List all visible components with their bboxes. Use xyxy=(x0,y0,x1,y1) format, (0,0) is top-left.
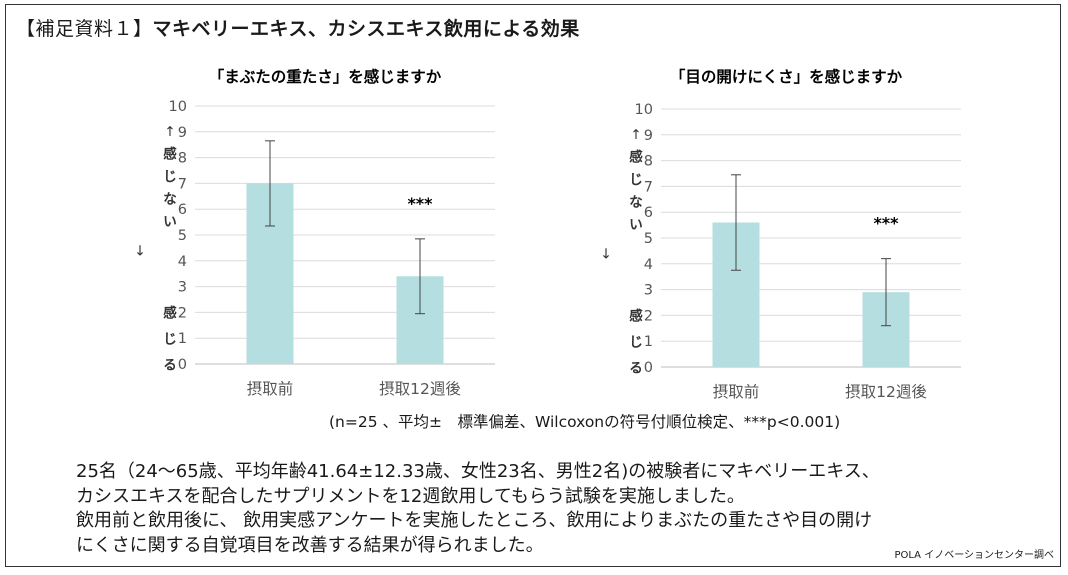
body-line: カシスエキスを配合したサプリメントを12週飲用してもらう試験を実施しました。 xyxy=(76,485,745,507)
y-tick-label: 10 xyxy=(169,99,187,115)
y-tick-label: 5 xyxy=(644,231,653,247)
footnote: (n=25 、平均± 標準偏差、Wilcoxonの符号付順位検定、***p<0.… xyxy=(329,413,841,431)
y-tick-label: 0 xyxy=(178,357,187,373)
body-line: 飲用前と飲用後に、 飲用実感アンケートを実施したところ、飲用によりまぶたの重たさ… xyxy=(76,510,873,531)
significance-marker: *** xyxy=(407,194,433,213)
y-axis-arrow: ↓ xyxy=(600,247,612,263)
y-tick-label: 10 xyxy=(635,102,653,118)
y-axis-label-char: 感 xyxy=(163,145,177,162)
y-tick-label: 2 xyxy=(644,308,653,324)
y-tick-label: 4 xyxy=(178,254,187,270)
y-tick-label: 6 xyxy=(644,205,653,221)
x-tick-label: 摂取12週後 xyxy=(379,380,461,398)
body-text: 25名（24～65歳、平均年齢41.64±12.33歳、女性23名、男性2名)の… xyxy=(76,460,880,558)
y-axis-label-char: い xyxy=(163,214,177,230)
y-axis-label-char: な xyxy=(163,191,177,207)
title-main: マキベリーエキス、カシスエキス飲用による効果 xyxy=(152,18,580,40)
y-axis-label-char: じ xyxy=(163,169,177,185)
slide-frame xyxy=(5,4,1061,567)
y-tick-label: 1 xyxy=(644,334,653,350)
y-axis-label-char: ↑ xyxy=(630,127,641,143)
y-tick-label: 8 xyxy=(644,154,653,170)
x-tick-label: 摂取12週後 xyxy=(845,383,927,401)
credit: POLA イノベーションセンター調べ xyxy=(894,550,1054,561)
y-axis-label-char: ↑ xyxy=(164,124,175,140)
x-tick-label: 摂取前 xyxy=(713,383,760,401)
y-axis-label-char: じ xyxy=(629,172,643,188)
chart-title: 「目の開けにくさ」を感じますか xyxy=(670,67,903,86)
title-bracket: 【補足資料１】 xyxy=(16,18,153,40)
x-tick-label: 摂取前 xyxy=(247,380,294,398)
y-axis-label-char: 感 xyxy=(163,305,177,322)
page-title: 【補足資料１】マキベリーエキス、カシスエキス飲用による効果 xyxy=(16,14,580,41)
y-tick-label: 7 xyxy=(644,179,653,195)
y-tick-label: 5 xyxy=(178,228,187,244)
y-tick-label: 7 xyxy=(178,176,187,192)
y-tick-label: 2 xyxy=(178,305,187,321)
y-axis-label-char: る xyxy=(163,358,177,374)
chart-eye-opening-difficulty: 「目の開けにくさ」を感じますか012345678910↑感じない↓感じる摂取前*… xyxy=(600,67,961,401)
y-axis-label-char: い xyxy=(629,217,643,233)
y-axis-label-char: 感 xyxy=(629,308,643,325)
y-axis-arrow: ↓ xyxy=(134,244,146,260)
y-tick-label: 4 xyxy=(644,257,653,273)
y-tick-label: 9 xyxy=(644,128,653,144)
y-tick-label: 9 xyxy=(178,125,187,141)
y-tick-label: 1 xyxy=(178,331,187,347)
y-axis-label-char: 感 xyxy=(629,148,643,165)
y-axis-label-char: じ xyxy=(163,332,177,348)
body-line: にくさに関する自覚項目を改善する結果が得られました。 xyxy=(76,534,544,556)
y-tick-label: 8 xyxy=(178,151,187,167)
chart-title: 「まぶたの重たさ」を感じますか xyxy=(209,67,442,86)
y-axis-label-char: じ xyxy=(629,335,643,351)
chart-eyelid-heaviness: 「まぶたの重たさ」を感じますか012345678910↑感じない↓感じる摂取前*… xyxy=(134,67,495,398)
y-tick-label: 3 xyxy=(644,283,653,299)
y-tick-label: 6 xyxy=(178,202,187,218)
y-axis-label-char: な xyxy=(629,194,643,210)
y-tick-label: 0 xyxy=(644,360,653,376)
significance-marker: *** xyxy=(873,214,899,233)
y-tick-label: 3 xyxy=(178,280,187,296)
body-line: 25名（24～65歳、平均年齢41.64±12.33歳、女性23名、男性2名)の… xyxy=(76,461,880,482)
y-axis-label-char: る xyxy=(629,361,643,377)
